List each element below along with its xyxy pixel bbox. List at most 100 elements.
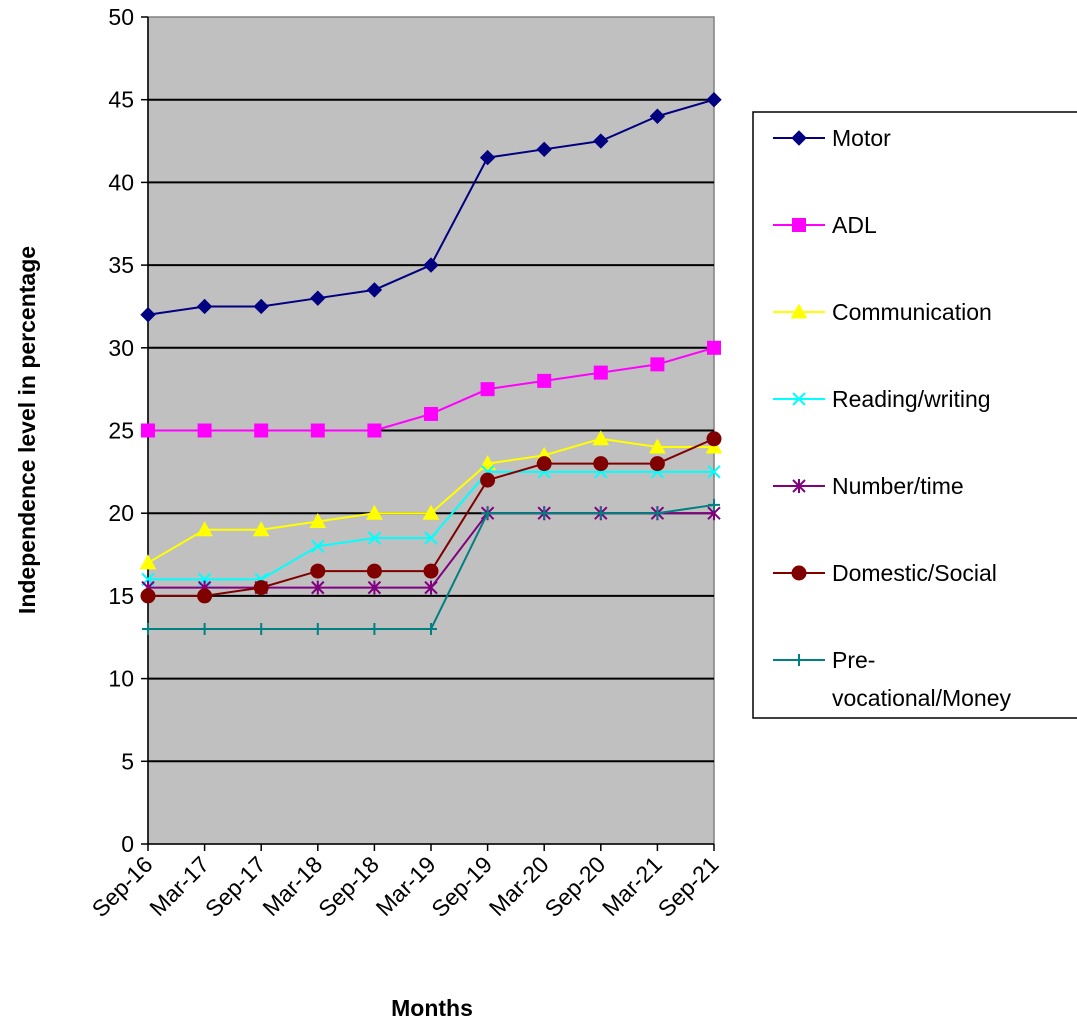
data-point bbox=[311, 539, 325, 553]
data-point bbox=[649, 108, 666, 124]
legend: Motor ADL Communication Reading/writing Numb… bbox=[752, 111, 1077, 719]
legend-item: Number/time bbox=[773, 473, 964, 499]
data-point bbox=[650, 357, 665, 372]
data-point bbox=[253, 298, 269, 315]
gridlines bbox=[148, 98, 714, 763]
data-point bbox=[707, 465, 721, 479]
y-tick-label: 40 bbox=[108, 169, 134, 195]
legend-marker bbox=[792, 479, 806, 493]
y-tick-label: 30 bbox=[108, 335, 134, 361]
legend-marker bbox=[792, 218, 806, 232]
data-point bbox=[142, 622, 154, 635]
y-tick-label: 25 bbox=[108, 418, 134, 444]
data-point bbox=[479, 149, 496, 166]
x-tick-label: Mar-21 bbox=[597, 851, 667, 921]
x-tick-label: Sep-18 bbox=[313, 851, 384, 922]
data-point bbox=[649, 456, 665, 472]
data-point bbox=[424, 580, 438, 595]
data-point bbox=[255, 622, 268, 635]
y-tick-label: 50 bbox=[108, 4, 134, 30]
data-point bbox=[309, 512, 327, 528]
data-point bbox=[592, 430, 610, 446]
x-tick-label: Mar-20 bbox=[484, 851, 554, 921]
data-point bbox=[310, 563, 326, 579]
data-point bbox=[425, 622, 437, 635]
legend-item: Communication bbox=[773, 299, 992, 325]
data-point bbox=[423, 257, 439, 273]
x-tick-label: Mar-18 bbox=[257, 851, 327, 921]
y-tick-label: 0 bbox=[121, 831, 134, 857]
legend-label: Domestic/Social bbox=[832, 560, 997, 586]
data-point bbox=[422, 504, 440, 520]
data-point bbox=[141, 423, 155, 438]
x-tick-label: Mar-17 bbox=[144, 851, 214, 921]
data-point bbox=[481, 507, 494, 520]
data-point bbox=[594, 507, 607, 520]
data-point bbox=[537, 373, 552, 388]
legend-item: Reading/writing bbox=[773, 386, 991, 412]
legend-box bbox=[752, 111, 1077, 719]
legend-marker bbox=[791, 565, 807, 581]
y-tick-label: 45 bbox=[108, 87, 134, 113]
x-tick-label: Sep-16 bbox=[87, 851, 158, 922]
x-tick-label: Mar-19 bbox=[371, 851, 441, 921]
data-point bbox=[367, 580, 382, 595]
legend-marker bbox=[793, 654, 805, 666]
data-point bbox=[479, 455, 496, 471]
data-point bbox=[424, 531, 438, 545]
data-point bbox=[593, 133, 609, 149]
series-1 bbox=[141, 340, 721, 438]
data-point bbox=[310, 290, 326, 306]
data-point bbox=[252, 521, 270, 537]
series-0 bbox=[140, 91, 722, 323]
x-tick-label: Sep-20 bbox=[540, 851, 611, 922]
data-point bbox=[254, 423, 269, 438]
legend-marker bbox=[792, 392, 806, 406]
data-point bbox=[480, 472, 496, 488]
data-point bbox=[198, 622, 211, 635]
series-5 bbox=[140, 431, 722, 604]
legend-label: Reading/writing bbox=[832, 386, 991, 412]
data-point bbox=[708, 498, 720, 511]
data-point bbox=[649, 438, 666, 454]
data-point bbox=[593, 456, 609, 472]
legend-item: Pre-vocational/Money bbox=[773, 647, 1011, 711]
data-point bbox=[705, 438, 723, 454]
y-tick-label: 5 bbox=[121, 748, 134, 774]
legend-label: vocational/Money bbox=[832, 685, 1011, 711]
data-point bbox=[140, 588, 156, 604]
data-point bbox=[593, 365, 608, 380]
legend-label: Number/time bbox=[832, 473, 964, 499]
y-tick-label: 15 bbox=[108, 583, 134, 609]
series-2 bbox=[139, 430, 723, 570]
x-tick-label: Sep-21 bbox=[653, 851, 724, 922]
series-layer bbox=[139, 91, 723, 635]
x-tick-label: Sep-17 bbox=[200, 851, 271, 922]
y-axis-title: Independence level in percentage bbox=[14, 246, 40, 614]
x-axis-title: Months bbox=[391, 995, 473, 1021]
data-point bbox=[139, 554, 157, 570]
legend-item: Motor bbox=[773, 125, 891, 151]
y-tick-label: 20 bbox=[108, 500, 134, 526]
legend-marker bbox=[790, 303, 808, 319]
legend-label: ADL bbox=[832, 212, 877, 238]
legend-item: ADL bbox=[773, 212, 877, 238]
data-point bbox=[424, 406, 438, 421]
series-6 bbox=[142, 498, 720, 635]
data-point bbox=[311, 622, 324, 635]
data-point bbox=[311, 580, 325, 595]
data-point bbox=[480, 382, 495, 397]
data-point bbox=[197, 588, 213, 604]
data-point bbox=[197, 423, 212, 438]
data-point bbox=[196, 521, 213, 537]
data-point bbox=[140, 307, 156, 323]
y-tick-label: 35 bbox=[108, 252, 134, 278]
data-point bbox=[253, 580, 269, 596]
data-point bbox=[538, 507, 551, 520]
data-point bbox=[536, 141, 552, 158]
x-tick-label: Sep-19 bbox=[426, 851, 497, 922]
data-point bbox=[706, 431, 722, 447]
data-point bbox=[707, 340, 721, 355]
